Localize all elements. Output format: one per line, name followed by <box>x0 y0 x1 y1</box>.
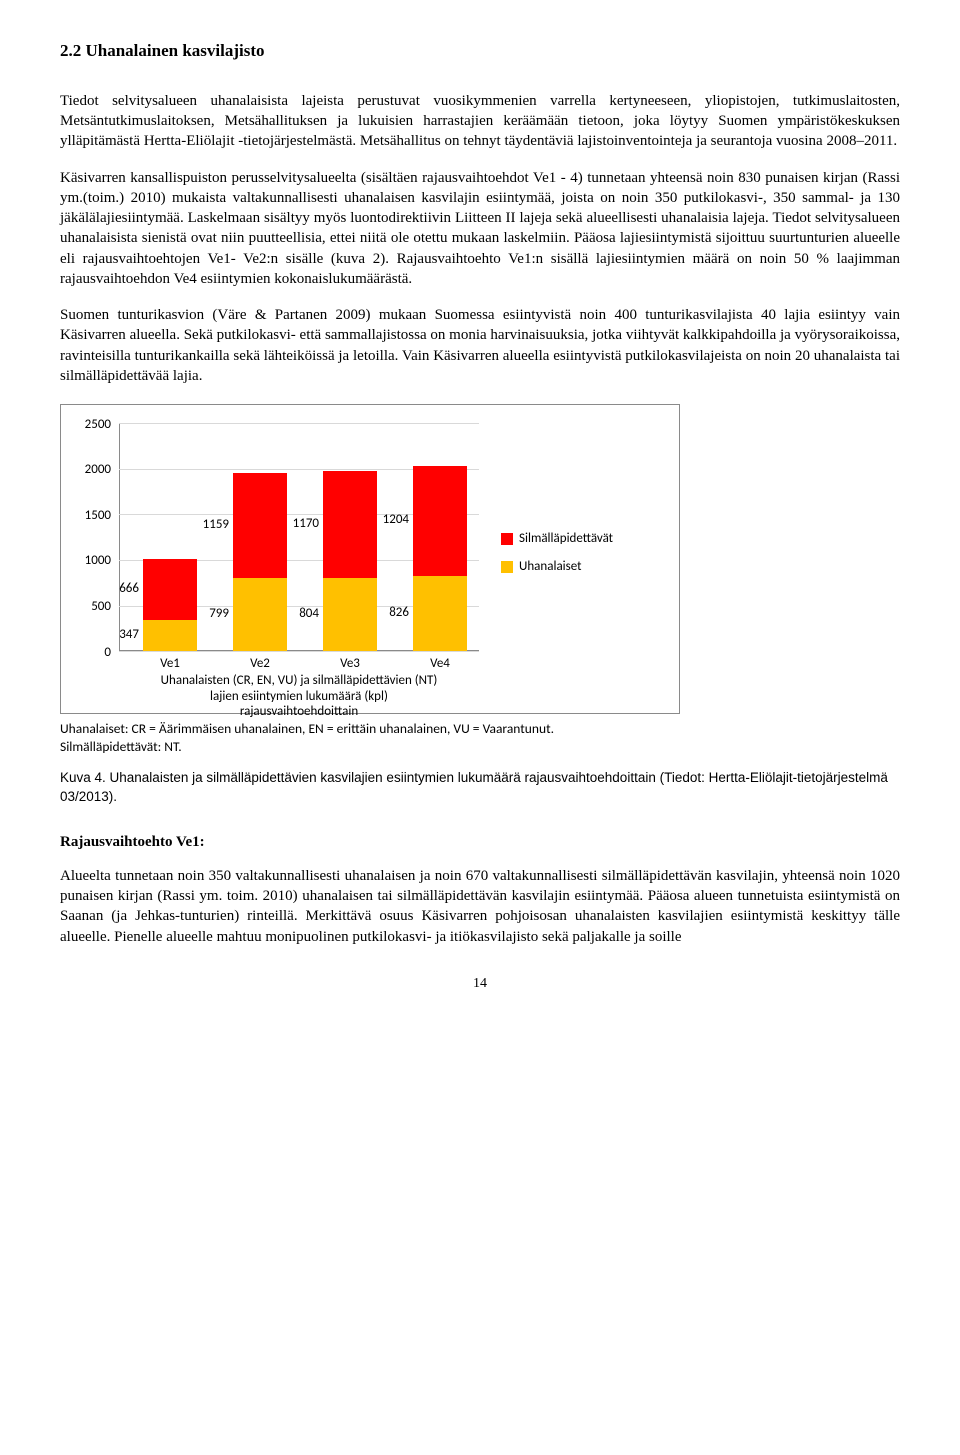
chart-legend: Silmälläpidettävät Uhanalaiset <box>501 530 613 585</box>
chart-plot: 347666799115980411708261204 <box>119 423 479 651</box>
x-title-line2: lajien esiintymien lukumäärä (kpl) <box>210 689 388 704</box>
x-axis-title: Uhanalaisten (CR, EN, VU) ja silmälläpid… <box>119 673 479 720</box>
y-tick-label: 500 <box>91 598 111 616</box>
x-axis-labels: Ve1 Ve2 Ve3 Ve4 <box>119 655 479 673</box>
chart-container: 0 500 1000 1500 2000 2500 347 666 799 1159 804 117… <box>60 404 680 714</box>
x-category-label: Ve4 <box>413 655 467 673</box>
y-axis: 05001000150020002500 <box>61 423 119 651</box>
bar-segment-uhanalaiset <box>143 620 197 652</box>
bar-value-bottom: 799 <box>189 605 229 623</box>
y-tick-label: 1500 <box>85 507 111 525</box>
footnote-line2: Silmälläpidettävät: NT. <box>60 738 182 755</box>
bar-value-bottom: 804 <box>279 605 319 623</box>
y-tick-label: 2000 <box>85 461 111 479</box>
paragraph-3: Suomen tunturikasvion (Väre & Partanen 2… <box>60 305 900 386</box>
x-title-line1: Uhanalaisten (CR, EN, VU) ja silmälläpid… <box>161 673 438 688</box>
gridline <box>119 423 479 424</box>
paragraph-4: Alueelta tunnetaan noin 350 valtakunnall… <box>60 866 900 947</box>
bar-value-bottom: 347 <box>99 626 139 644</box>
bar-value-top: 1204 <box>369 511 409 529</box>
section-heading: 2.2 Uhanalainen kasvilajisto <box>60 40 900 63</box>
y-tick-label: 2500 <box>85 415 111 433</box>
legend-label: Uhanalaiset <box>519 558 582 576</box>
paragraph-1: Tiedot selvitysalueen uhanalaisista laje… <box>60 91 900 152</box>
chart-footnote: Uhanalaiset: CR = Äärimmäisen uhanalaine… <box>60 720 900 755</box>
x-category-label: Ve1 <box>143 655 197 673</box>
legend-swatch <box>501 561 513 573</box>
y-axis-line <box>119 423 120 651</box>
x-category-label: Ve2 <box>233 655 287 673</box>
paragraph-2: Käsivarren kansallispuiston perusselvity… <box>60 168 900 290</box>
gridline <box>119 651 479 652</box>
bar-segment-uhanalaiset <box>413 576 467 651</box>
figure-caption: Kuva 4. Uhanalaisten ja silmälläpidettäv… <box>60 769 900 805</box>
page-number: 14 <box>60 975 900 994</box>
bar-value-top: 666 <box>99 580 139 598</box>
legend-label: Silmälläpidettävät <box>519 530 613 548</box>
bar-value-top: 1170 <box>279 515 319 533</box>
bar-value-top: 1159 <box>189 516 229 534</box>
legend-item: Uhanalaiset <box>501 558 613 576</box>
x-category-label: Ve3 <box>323 655 377 673</box>
footnote-line1: Uhanalaiset: CR = Äärimmäisen uhanalaine… <box>60 720 554 737</box>
x-title-line3: rajausvaihtoehdoittain <box>240 704 358 719</box>
sub-heading: Rajausvaihtoehto Ve1: <box>60 832 900 852</box>
y-tick-label: 0 <box>104 643 111 661</box>
y-tick-label: 1000 <box>85 552 111 570</box>
legend-item: Silmälläpidettävät <box>501 530 613 548</box>
bar-value-bottom: 826 <box>369 604 409 622</box>
legend-swatch <box>501 533 513 545</box>
bar-segment-silmallapidettavat <box>413 466 467 576</box>
